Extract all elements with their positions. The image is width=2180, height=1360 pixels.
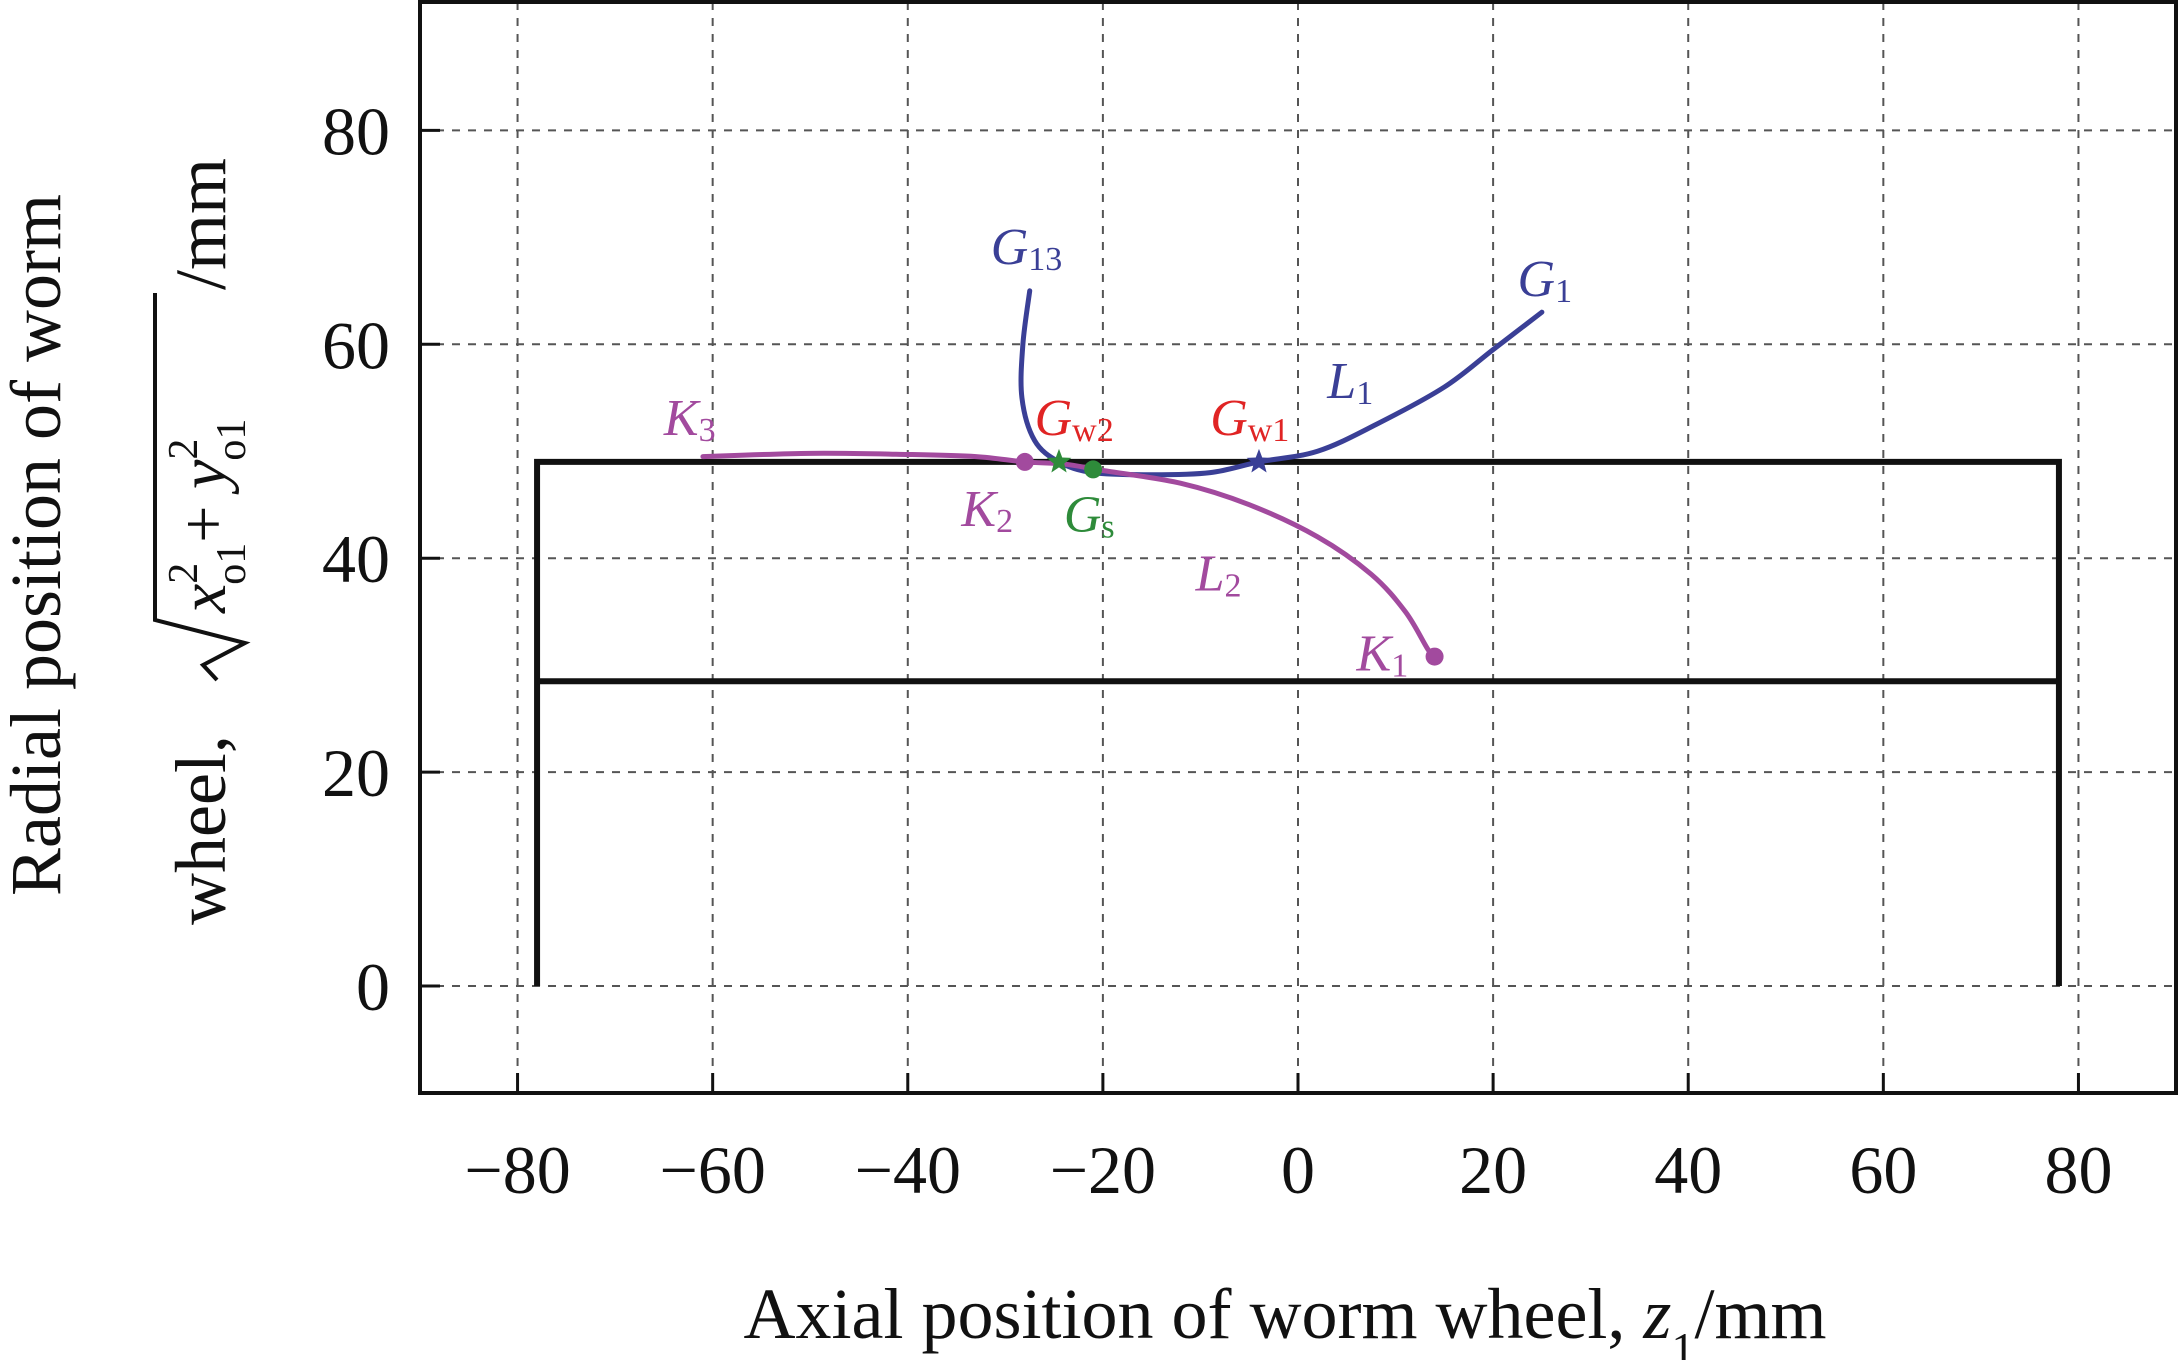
annotation-k3: K3 — [663, 390, 716, 449]
x-tick-label: 40 — [1654, 1132, 1722, 1208]
annotation-g13: G13 — [991, 219, 1063, 278]
annotation-k1: K1 — [1356, 626, 1409, 685]
y-tick-label: 80 — [322, 93, 390, 169]
x-tick-label: 0 — [1281, 1132, 1315, 1208]
annotation-gw1: Gw1 — [1210, 390, 1289, 449]
axis-ticks: −80 −60 −40 −20 0 20 40 60 80 0 20 40 60 80 — [322, 93, 2112, 1208]
series-line-l2 — [700, 450, 1438, 660]
x-tick-label: 20 — [1459, 1132, 1527, 1208]
x-tick-label: −40 — [855, 1132, 961, 1208]
annotation-k2: K2 — [960, 481, 1013, 540]
worm-wheel-outline — [534, 458, 2062, 987]
annotations: G13 G1 L1 Gw1 Gw2 K3 K2 Gs L2 K1 — [663, 219, 1572, 684]
y-tick-label: 60 — [322, 307, 390, 383]
outline-outer — [534, 458, 2062, 987]
annotation-gs: Gs — [1064, 486, 1115, 545]
y-axis-title-line1: Radial position of worm — [0, 194, 76, 896]
marker-gw2 — [1046, 448, 1072, 473]
y-axis-title-line2: wheel, x2o1+ y2o1 /mm — [153, 158, 255, 925]
y-tick-label: 0 — [356, 949, 390, 1025]
annotation-l1: L1 — [1326, 353, 1373, 412]
x-tick-label: −80 — [464, 1132, 570, 1208]
marker-gw1 — [1246, 448, 1272, 473]
y-tick-label: 40 — [322, 521, 390, 597]
x-tick-label: −20 — [1050, 1132, 1156, 1208]
marker-k2 — [1015, 452, 1034, 471]
y-axis-title-radicand: x2o1+ y2o1 — [161, 419, 255, 614]
y-axis-title-prefix: wheel, — [161, 735, 241, 925]
sqrt-sign — [153, 293, 251, 682]
marker-k1 — [1425, 647, 1444, 666]
series-line-l1 — [1018, 288, 1545, 478]
annotation-l2: L2 — [1195, 545, 1242, 604]
y-tick-label: 20 — [322, 735, 390, 811]
annotation-gw2: Gw2 — [1035, 390, 1114, 449]
markers — [1015, 448, 1444, 666]
y-axis-title-suffix: /mm — [161, 158, 241, 290]
marker-gs — [1084, 460, 1103, 479]
x-tick-label: 60 — [1849, 1132, 1917, 1208]
x-axis-title: Axial position of worm wheel, z1/mm — [744, 1274, 1827, 1360]
x-tick-label: 80 — [2044, 1132, 2112, 1208]
x-tick-label: −60 — [659, 1132, 765, 1208]
annotation-g1: G1 — [1518, 251, 1573, 310]
grid — [420, 2, 2176, 1093]
series-lines — [700, 288, 1545, 660]
